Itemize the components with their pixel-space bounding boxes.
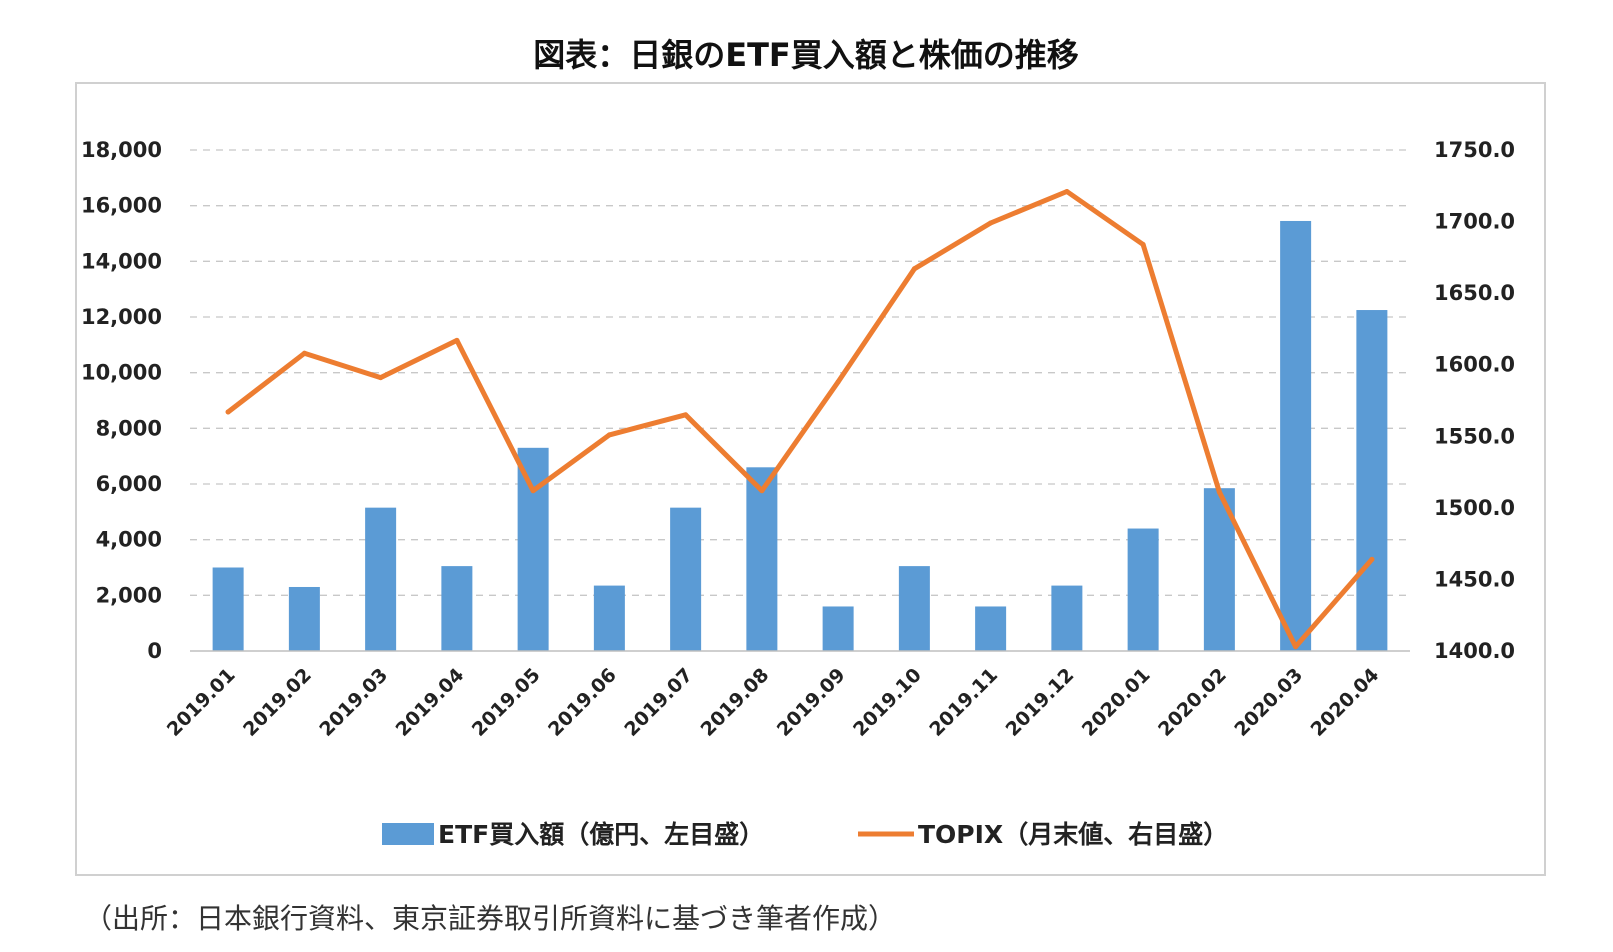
topix-point-2019.03 [378, 375, 384, 381]
right-tick-label: 1400.0 [1434, 639, 1515, 663]
topix-point-2020.02 [1216, 489, 1222, 495]
right-tick-label: 1550.0 [1434, 424, 1515, 448]
topix-point-2019.07 [683, 412, 689, 418]
bar-series [212, 220, 1388, 651]
bar-2020.04 [1356, 310, 1388, 651]
bar-2019.04 [441, 566, 473, 651]
topix-point-2020.01 [1140, 241, 1146, 247]
topix-point-2019.05 [530, 488, 536, 494]
left-axis: 0 2,000 4,000 6,000 8,000 10,000 12,000 14,000 1… [81, 138, 162, 663]
topix-point-2019.02 [301, 350, 307, 356]
bar-2019.03 [365, 507, 397, 651]
right-tick-label: 1650.0 [1434, 281, 1515, 305]
bar-2019.10 [898, 566, 930, 651]
bar-2020.01 [1127, 528, 1159, 651]
right-tick-label: 1500.0 [1434, 496, 1515, 520]
legend-label-etf: ETF買入額（億円、左目盛） [438, 820, 764, 849]
bar-2019.08 [746, 467, 778, 651]
chart-frame [75, 82, 1546, 876]
left-tick-label: 16,000 [81, 194, 162, 218]
bar-2019.05 [517, 447, 549, 651]
bar-2019.11 [975, 606, 1007, 651]
topix-point-2019.06 [606, 432, 612, 438]
right-axis: 1400.0 1450.0 1500.0 1550.0 1600.0 1650.0 1700… [1434, 138, 1515, 663]
topix-point-2019.04 [454, 337, 460, 343]
left-tick-label: 10,000 [81, 361, 162, 385]
topix-point-2019.09 [835, 379, 841, 385]
bar-2019.02 [288, 586, 320, 651]
left-tick-label: 4,000 [96, 528, 162, 552]
bar-2019.09 [822, 606, 854, 651]
chart-title: 図表：日銀のETF買入額と株価の推移 [533, 36, 1079, 74]
topix-point-2019.12 [1064, 189, 1070, 195]
bar-2019.07 [670, 507, 702, 651]
source-note: （出所：日本銀行資料、東京証券取引所資料に基づき筆者作成） [84, 902, 896, 935]
left-tick-label: 2,000 [96, 583, 162, 607]
line-series [225, 189, 1375, 650]
left-tick-label: 6,000 [96, 472, 162, 496]
legend-swatch-etf [382, 823, 434, 845]
topix-point-2019.10 [911, 266, 917, 272]
bar-2019.12 [1051, 585, 1083, 651]
right-tick-label: 1600.0 [1434, 353, 1515, 377]
right-tick-label: 1450.0 [1434, 567, 1515, 591]
topix-point-2020.04 [1369, 556, 1375, 562]
legend-label-topix: TOPIX（月末値、右目盛） [918, 820, 1228, 849]
topix-point-2019.01 [225, 409, 231, 415]
bar-2019.01 [212, 567, 244, 651]
left-tick-label: 8,000 [96, 416, 162, 440]
topix-line [225, 189, 1375, 650]
bar-2019.06 [593, 585, 625, 651]
topix-point-2020.03 [1293, 644, 1299, 650]
topix-point-2019.08 [759, 488, 765, 494]
left-tick-label: 14,000 [81, 249, 162, 273]
left-tick-label: 18,000 [81, 138, 162, 162]
right-tick-label: 1750.0 [1434, 138, 1515, 162]
left-tick-label: 0 [147, 639, 162, 663]
right-tick-label: 1700.0 [1434, 210, 1515, 234]
bar-2020.03 [1280, 220, 1312, 651]
legend: ETF買入額（億円、左目盛） TOPIX（月末値、右目盛） [382, 820, 1228, 849]
left-tick-label: 12,000 [81, 305, 162, 329]
topix-point-2019.11 [988, 220, 994, 226]
